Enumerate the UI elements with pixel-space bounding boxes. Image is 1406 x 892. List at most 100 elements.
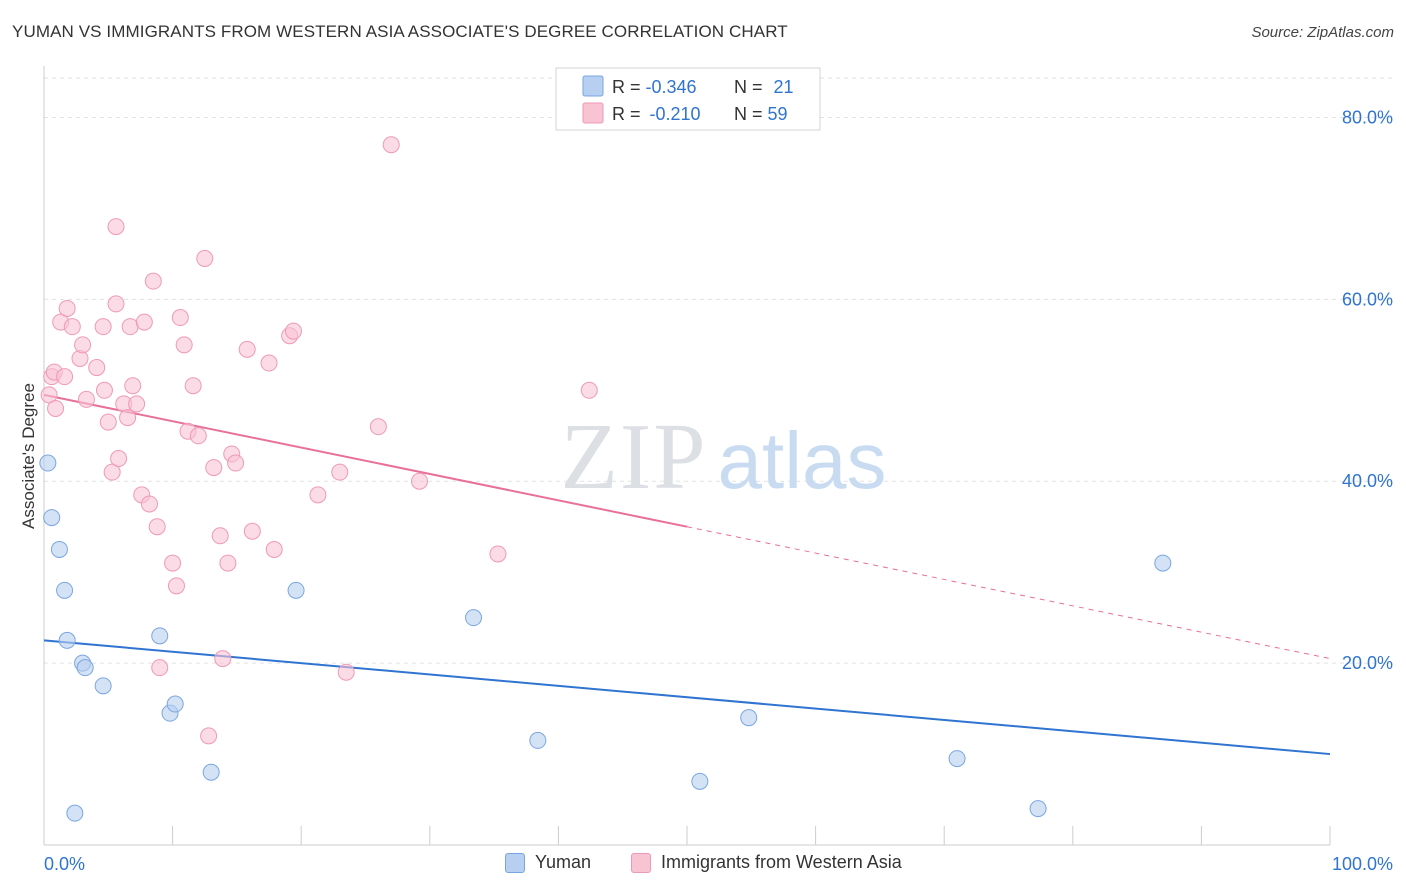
point-series-0-11	[202, 763, 220, 781]
trend-line-series-0	[43, 639, 1331, 756]
legend-label-yuman: Yuman	[535, 852, 592, 872]
watermark-zip: ZIP	[561, 405, 708, 509]
svg-text:N = 59: N = 59	[734, 104, 788, 124]
point-series-1-29	[164, 554, 182, 572]
point-series-1-5	[56, 368, 74, 386]
point-series-1-35	[189, 427, 207, 445]
trend-line-series-1	[43, 393, 688, 528]
point-series-1-32	[175, 336, 193, 354]
x-tick-labels: 0.0% 100.0%	[44, 854, 1393, 874]
svg-text:R = -0.346: R = -0.346	[612, 77, 697, 97]
point-series-1-52	[337, 663, 355, 681]
series-legend: Yuman Immigrants from Western Asia	[0, 852, 1406, 876]
point-series-1-38	[205, 459, 223, 477]
y-tick-label-40: 40.0%	[1342, 471, 1393, 491]
point-series-1-28	[151, 659, 169, 677]
point-series-1-11	[88, 359, 106, 377]
point-series-1-46	[260, 354, 278, 372]
point-series-1-40	[214, 650, 232, 668]
stats-legend: R = -0.346 N = 21 R = -0.210 N = 59	[555, 67, 821, 131]
point-series-1-3	[47, 399, 65, 417]
point-series-1-6	[58, 299, 76, 317]
point-series-0-1	[43, 509, 61, 527]
legend-swatch-western	[631, 852, 651, 873]
point-series-1-34	[184, 377, 202, 395]
x-tick-label-max: 100.0%	[1332, 854, 1393, 874]
point-series-1-21	[124, 377, 142, 395]
point-series-0-10	[166, 695, 184, 713]
svg-text:R = -0.210: R = -0.210	[612, 104, 701, 124]
point-series-0-14	[529, 731, 547, 749]
watermark: ZIP atlas	[561, 405, 887, 509]
point-series-0-7	[94, 677, 112, 695]
grid-lines	[44, 77, 1393, 664]
point-series-0-17	[948, 750, 966, 768]
y-tick-label-60: 60.0%	[1342, 289, 1393, 309]
stats-n-value-yuman: 21	[774, 77, 794, 97]
point-series-1-43	[227, 454, 245, 472]
legend-swatch-yuman	[505, 852, 525, 873]
point-series-1-17	[110, 450, 128, 467]
point-series-1-55	[411, 472, 429, 490]
point-series-1-25	[140, 495, 158, 513]
point-series-1-15	[103, 463, 121, 481]
point-series-1-16	[107, 295, 125, 313]
chart-source: Source: ZipAtlas.com	[1251, 24, 1394, 41]
stats-swatch-western	[582, 102, 604, 124]
point-series-0-3	[56, 581, 74, 599]
point-series-0-6	[76, 659, 94, 677]
point-series-0-13	[465, 609, 483, 627]
point-series-0-15	[691, 772, 709, 790]
point-series-1-58	[107, 218, 125, 236]
point-series-0-19	[1154, 554, 1172, 572]
chart-title: YUMAN VS IMMIGRANTS FROM WESTERN ASIA AS…	[12, 22, 788, 41]
legend-item-western: Immigrants from Western Asia	[631, 852, 902, 873]
point-series-1-50	[309, 486, 327, 504]
y-tick-labels: 20.0% 40.0% 60.0% 80.0%	[1342, 107, 1393, 673]
point-series-0-4	[58, 631, 76, 649]
point-series-1-13	[95, 381, 113, 399]
y-tick-label-80: 80.0%	[1342, 107, 1393, 127]
stats-r-value-yuman: -0.346	[646, 77, 697, 97]
point-series-0-2	[50, 540, 68, 558]
point-series-0-18	[1029, 800, 1047, 818]
point-series-1-41	[219, 554, 237, 572]
stats-n-label-yuman: N =	[734, 77, 768, 97]
point-series-1-49	[284, 322, 302, 340]
point-series-1-19	[119, 409, 137, 427]
stats-r-label-western: R =	[612, 104, 646, 124]
point-series-1-7	[63, 318, 81, 336]
point-series-0-12	[287, 581, 305, 599]
legend-item-yuman: Yuman	[505, 852, 591, 873]
y-axis-label: Associate's Degree	[19, 383, 38, 529]
point-series-1-47	[265, 540, 283, 558]
point-series-0-0	[39, 454, 57, 472]
point-series-0-16	[740, 709, 758, 727]
point-series-1-26	[144, 272, 162, 290]
stats-swatch-yuman	[582, 75, 604, 97]
x-tick-label-min: 0.0%	[44, 854, 85, 874]
point-series-1-9	[74, 336, 92, 354]
y-tick-label-20: 20.0%	[1342, 653, 1393, 673]
stats-n-label-western: N =	[734, 104, 768, 124]
point-series-1-24	[135, 313, 153, 331]
legend-label-western: Immigrants from Western Asia	[661, 852, 902, 872]
point-series-1-12	[94, 318, 112, 336]
point-series-1-36	[196, 249, 214, 267]
point-series-1-56	[489, 545, 507, 563]
point-series-1-30	[167, 577, 185, 595]
stats-n-value-western: 59	[768, 104, 788, 124]
point-series-1-39	[211, 527, 229, 545]
stats-r-value-western: -0.210	[650, 104, 701, 124]
point-series-0-20	[66, 804, 84, 822]
point-series-1-0	[40, 386, 58, 404]
watermark-atlas: atlas	[718, 416, 887, 505]
point-series-1-31	[171, 309, 189, 327]
point-series-1-45	[243, 522, 261, 540]
point-series-1-51	[331, 463, 349, 481]
point-series-1-57	[580, 381, 598, 399]
trend-line-extension-series-1	[686, 526, 1331, 660]
point-series-1-10	[77, 390, 95, 408]
stats-r-label-yuman: R =	[612, 77, 646, 97]
